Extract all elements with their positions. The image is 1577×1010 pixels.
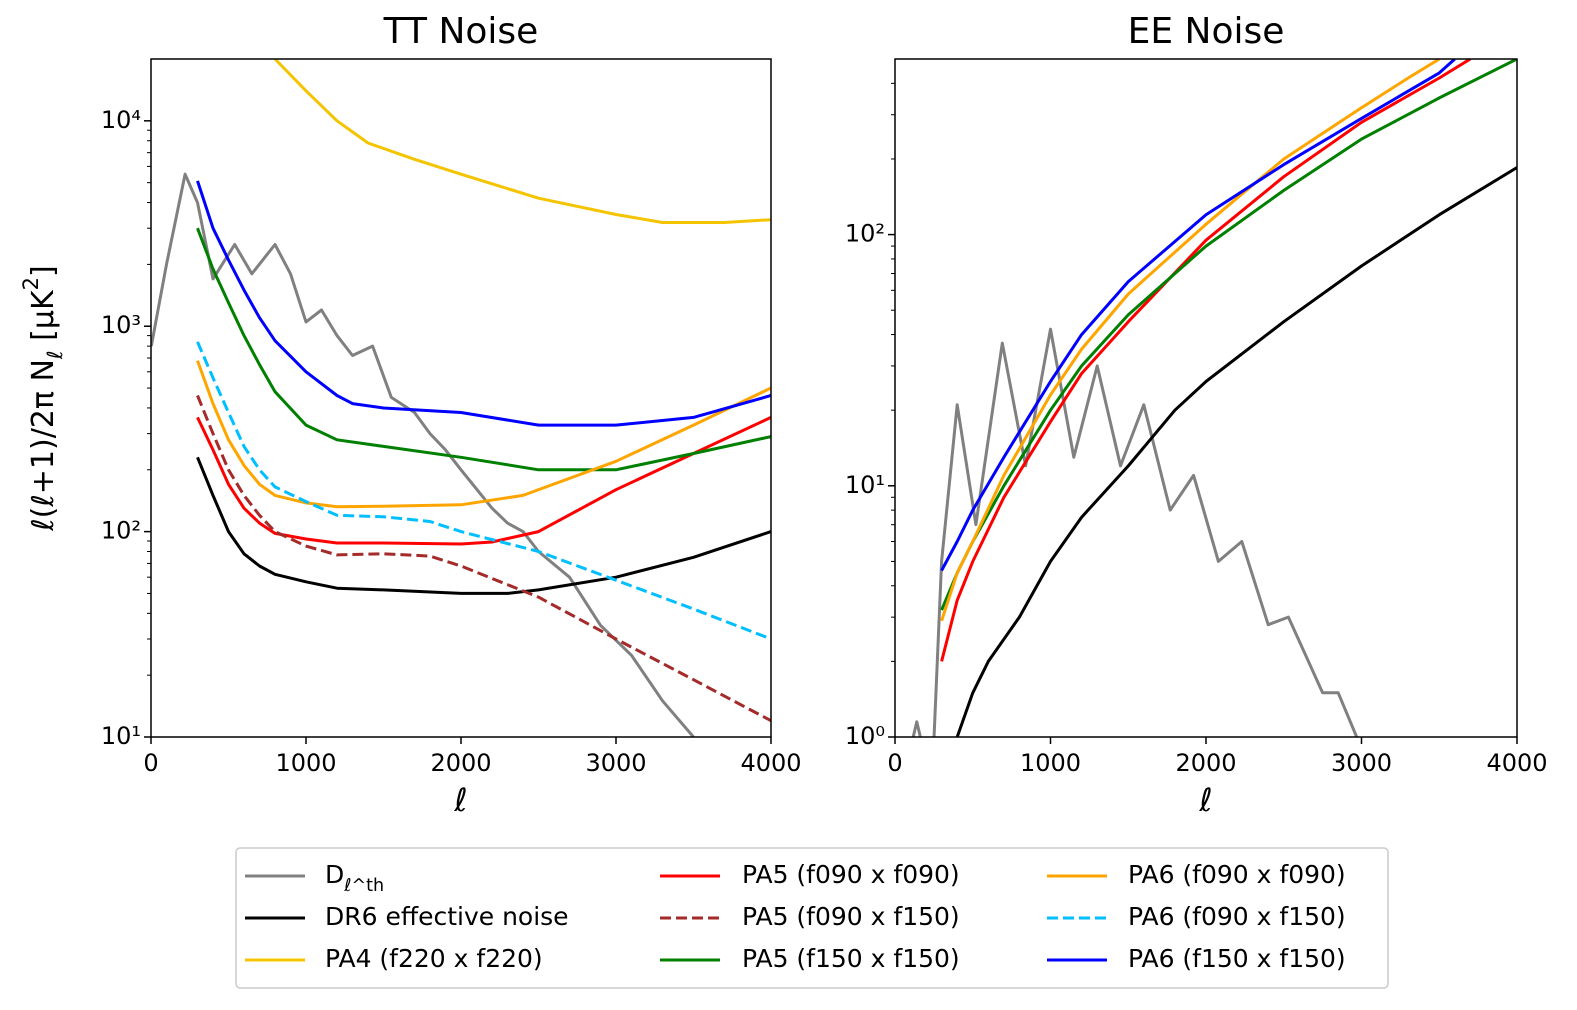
series-line [940, 59, 1456, 572]
series-line [196, 341, 771, 641]
plot-frame [894, 58, 1518, 738]
y-tick-label: 10¹ [101, 722, 141, 750]
x-tick-label: 2000 [1175, 749, 1236, 777]
x-tick-label: 1000 [275, 749, 336, 777]
legend-label: Dℓ^th [325, 860, 384, 896]
series-line [196, 227, 771, 472]
legend-label: PA4 (f220 x f220) [325, 944, 543, 973]
series-line [196, 180, 771, 427]
series-line [911, 327, 1359, 737]
series-line [196, 456, 771, 595]
x-tick-label: 3000 [585, 749, 646, 777]
chart-title: TT Noise [383, 11, 539, 52]
y-axis-label: ℓ(ℓ+1)/2π Nℓ [μK2] [19, 265, 67, 531]
legend-label: PA6 (f150 x f150) [1128, 944, 1346, 973]
series-line [196, 394, 771, 723]
x-tick-label: 0 [143, 749, 158, 777]
x-axis-label: ℓ [453, 781, 467, 819]
x-tick-label: 4000 [740, 749, 801, 777]
series-line [955, 166, 1517, 737]
series-line [940, 59, 1472, 662]
series-line [196, 416, 771, 546]
x-tick-label: 3000 [1331, 749, 1392, 777]
y-tick-label: 10⁰ [845, 722, 885, 750]
y-tick-label: 10³ [101, 311, 141, 339]
series-line [273, 59, 771, 224]
legend-label: PA5 (f150 x f150) [742, 944, 960, 973]
legend-label: PA6 (f090 x f150) [1128, 902, 1346, 931]
x-tick-label: 2000 [430, 749, 491, 777]
series-line [151, 172, 695, 737]
legend-label: PA5 (f090 x f090) [742, 860, 960, 889]
plot-frame [150, 58, 772, 738]
legend-box [235, 847, 1389, 989]
legend-label: DR6 effective noise [325, 902, 569, 931]
x-tick-label: 1000 [1020, 749, 1081, 777]
chart-title: EE Noise [1128, 11, 1285, 52]
series-line [940, 59, 1517, 611]
legend-label: PA5 (f090 x f150) [742, 902, 960, 931]
legend-label: PA6 (f090 x f090) [1128, 860, 1346, 889]
y-tick-label: 10⁴ [101, 106, 141, 134]
series-line [196, 360, 771, 509]
y-tick-label: 10² [845, 220, 885, 248]
series-line [940, 59, 1441, 622]
y-tick-label: 10¹ [845, 471, 885, 499]
x-axis-label: ℓ [1198, 781, 1212, 819]
x-tick-label: 4000 [1486, 749, 1547, 777]
y-tick-label: 10² [101, 517, 141, 545]
x-tick-label: 0 [887, 749, 902, 777]
